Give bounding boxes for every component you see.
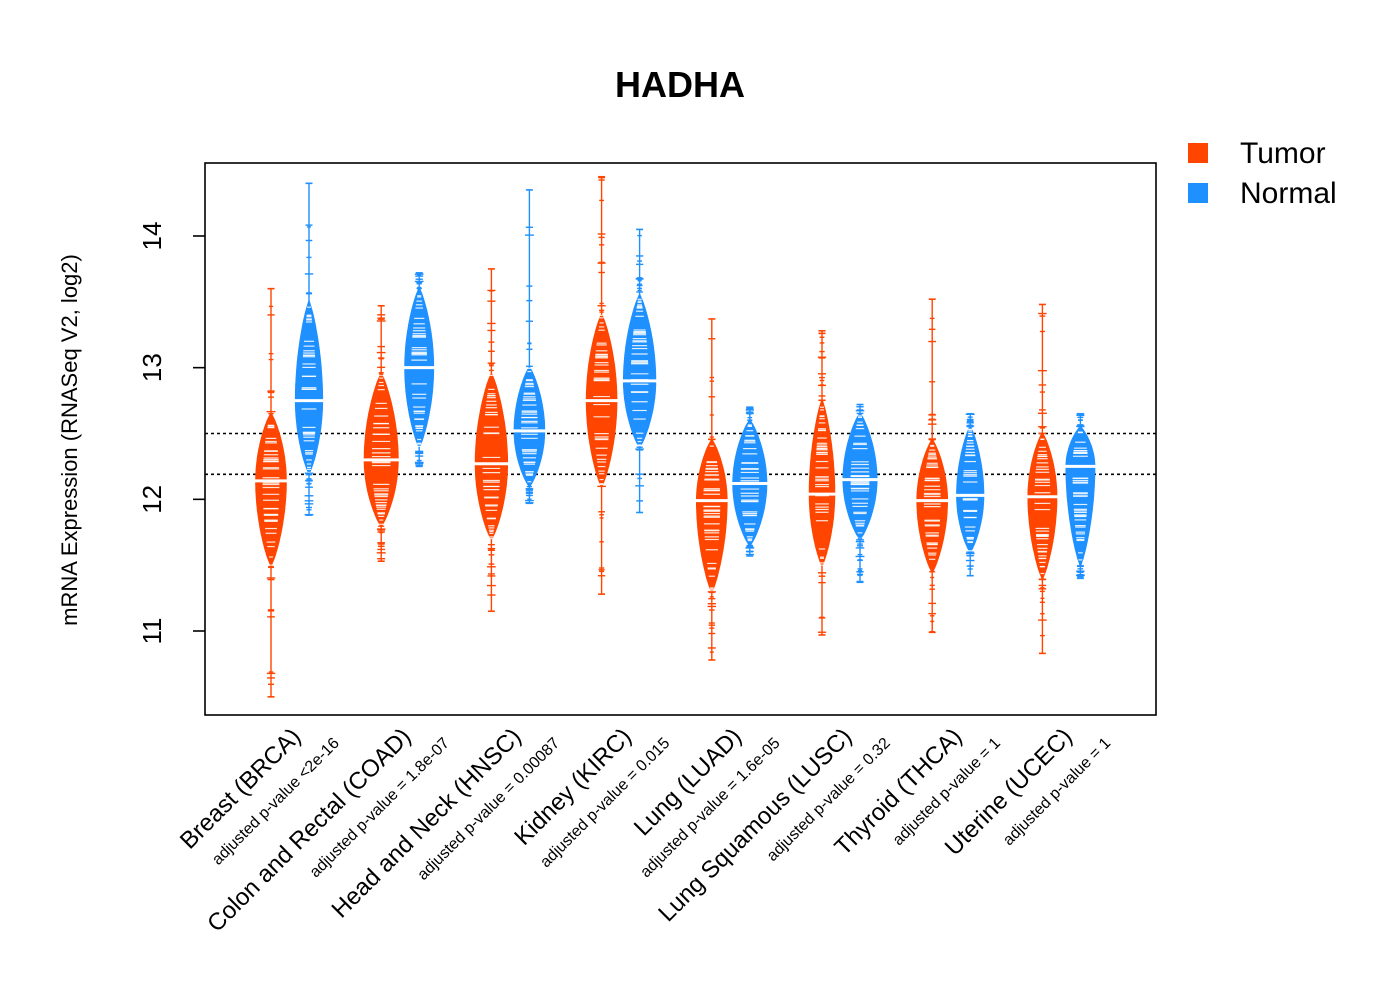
violin-normal [513, 189, 546, 505]
x-axis-labels: Breast (BRCA)adjusted p-value <2e-16Colo… [175, 723, 1114, 937]
violin-normal [731, 406, 768, 557]
y-axis: 11 12 13 14 [137, 222, 205, 645]
violin-tumor [808, 329, 836, 636]
violin-tumor [254, 287, 288, 698]
violin-normal [294, 182, 324, 516]
legend: Tumor Normal [1188, 137, 1337, 210]
violin-tumor [474, 268, 509, 613]
violin-tumor [585, 175, 618, 595]
y-tick-label: 12 [137, 485, 167, 514]
violin-normal [842, 403, 878, 584]
plot-frame [204, 162, 1157, 716]
violin-tumor [1027, 303, 1058, 655]
violin-normal [404, 272, 435, 468]
violin-tumor [695, 318, 728, 661]
violins [254, 175, 1096, 698]
chart-title: HADHA [615, 64, 745, 105]
reference-lines [205, 432, 1156, 476]
legend-label: Tumor [1240, 137, 1326, 170]
y-axis-label: mRNA Expression (RNASeq V2, log2) [57, 254, 82, 626]
violin-normal [1065, 412, 1096, 580]
violin-normal [955, 412, 985, 577]
violin-tumor [363, 304, 400, 563]
violin-tumor [916, 298, 949, 634]
y-tick-label: 13 [137, 353, 167, 382]
y-tick-label: 11 [137, 618, 167, 645]
legend-swatch [1188, 183, 1208, 203]
legend-swatch [1188, 143, 1208, 163]
legend-label: Normal [1240, 177, 1337, 210]
y-tick-label: 14 [137, 222, 167, 251]
violin-normal [622, 228, 657, 514]
